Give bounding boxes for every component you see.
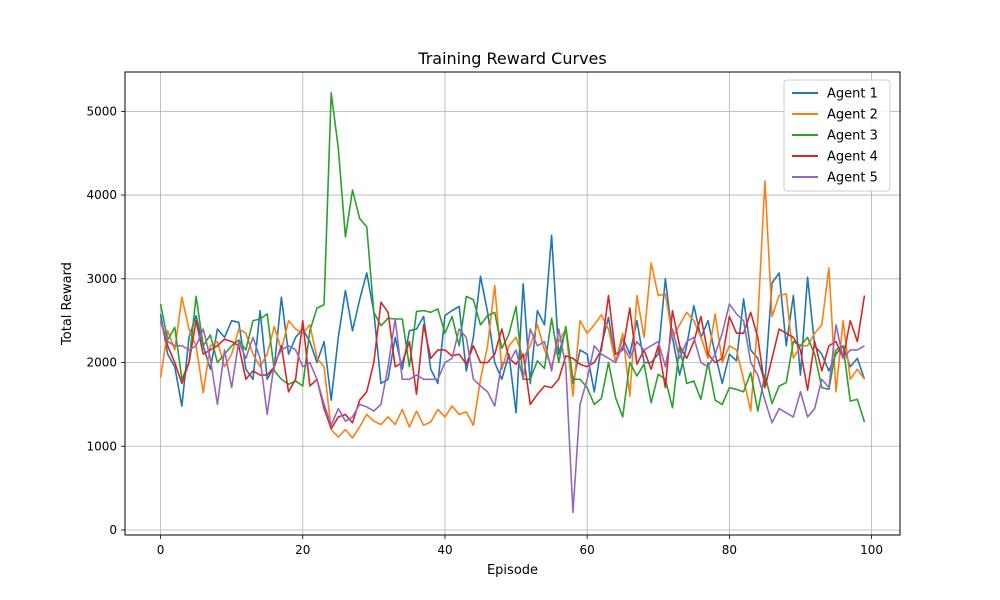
- x-tick-label: 40: [437, 543, 452, 557]
- chart-title: Training Reward Curves: [417, 49, 606, 68]
- y-tick-label: 5000: [86, 104, 117, 118]
- y-tick-label: 1000: [86, 439, 117, 453]
- legend-label: Agent 4: [827, 150, 878, 165]
- y-tick-label: 0: [109, 523, 117, 537]
- y-axis-label: Total Reward: [60, 262, 75, 346]
- legend-label: Agent 5: [827, 171, 878, 186]
- y-tick-label: 3000: [86, 272, 117, 286]
- legend: Agent 1 Agent 2 Agent 3 Agent 4 Agent 5: [783, 79, 891, 192]
- y-tick-label: 4000: [86, 188, 117, 202]
- x-tick-label: 60: [580, 543, 595, 557]
- legend-box: [783, 79, 891, 192]
- series-line-agent-3: [159, 92, 866, 423]
- x-tick-label: 80: [722, 543, 737, 557]
- plot-frame: [124, 71, 901, 536]
- x-tick-label: 0: [157, 543, 165, 557]
- x-tick-label: 100: [860, 543, 883, 557]
- x-tick-label: 20: [295, 543, 310, 557]
- x-axis-label: Episode: [487, 563, 538, 578]
- series-line-agent-5: [159, 303, 865, 514]
- y-tick-label: 2000: [86, 356, 117, 370]
- legend-label: Agent 1: [827, 87, 878, 102]
- series-layer: [159, 92, 866, 514]
- legend-label: Agent 3: [827, 129, 878, 144]
- series-line-agent-2: [159, 180, 866, 439]
- legend-label: Agent 2: [827, 108, 878, 123]
